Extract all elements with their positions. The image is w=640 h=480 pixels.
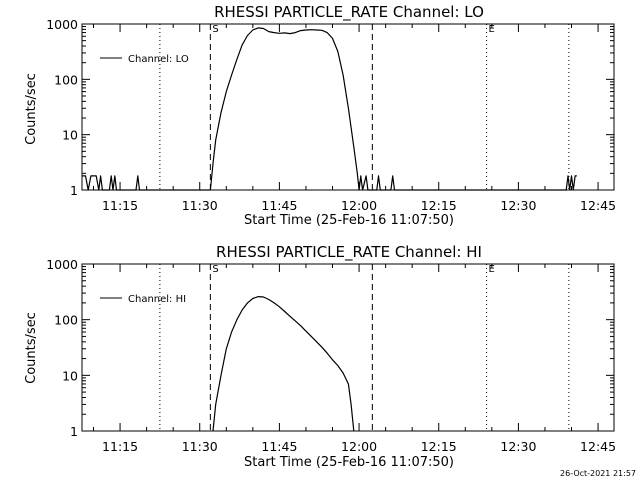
y-tick-label: 100 <box>54 313 78 328</box>
y-tick-label: 1 <box>70 183 78 198</box>
x-tick-label: 11:30 <box>182 198 218 213</box>
legend-label: Channel: LO <box>128 54 189 65</box>
series-line <box>82 27 577 191</box>
x-tick-label: 12:30 <box>500 439 536 454</box>
x-tick-label: 11:15 <box>102 198 138 213</box>
x-tick-label: 12:15 <box>421 439 457 454</box>
y-tick-label: 10 <box>62 128 78 143</box>
x-tick-label: 11:30 <box>182 439 218 454</box>
x-tick-label: 11:45 <box>261 198 297 213</box>
x-tick-label: 12:45 <box>580 439 616 454</box>
y-tick-label: 100 <box>54 72 78 87</box>
plot-timestamp: 26-Oct-2021 21:57 <box>560 469 636 478</box>
event-marker-label: E <box>489 264 495 275</box>
chart-panel-lo: RHESSI PARTICLE_RATE Channel: LO Start T… <box>24 3 616 228</box>
plot-frame <box>81 263 615 432</box>
series-line <box>212 296 355 432</box>
x-tick-label: 11:15 <box>102 439 138 454</box>
x-axis-title: Start Time (25-Feb-16 11:07:50) <box>244 213 454 228</box>
chart-title: RHESSI PARTICLE_RATE Channel: HI <box>216 243 482 262</box>
x-axis-title: Start Time (25-Feb-16 11:07:50) <box>244 455 454 470</box>
legend: Channel: HI <box>100 294 186 305</box>
legend-label: Channel: HI <box>128 294 186 305</box>
plot-frame <box>81 23 615 191</box>
chart-panel-hi: RHESSI PARTICLE_RATE Channel: HI Start T… <box>24 243 616 470</box>
y-tick-label: 10 <box>62 368 78 383</box>
event-marker-label: S <box>212 264 218 275</box>
x-tick-label: 12:00 <box>341 198 377 213</box>
x-tick-label: 12:15 <box>421 198 457 213</box>
y-tick-label: 1 <box>70 424 78 439</box>
event-marker-label: S <box>212 24 218 35</box>
y-axis-title: Counts/sec <box>24 73 39 145</box>
y-tick-label: 1000 <box>46 17 78 32</box>
x-tick-label: 12:00 <box>341 439 377 454</box>
x-tick-label: 11:45 <box>261 439 297 454</box>
chart-title: RHESSI PARTICLE_RATE Channel: LO <box>214 3 484 22</box>
x-tick-label: 12:30 <box>500 198 536 213</box>
event-marker-label: E <box>489 24 495 35</box>
y-tick-label: 1000 <box>46 257 78 272</box>
legend: Channel: LO <box>100 54 189 65</box>
y-axis-title: Counts/sec <box>24 312 39 384</box>
x-tick-label: 12:45 <box>580 198 616 213</box>
